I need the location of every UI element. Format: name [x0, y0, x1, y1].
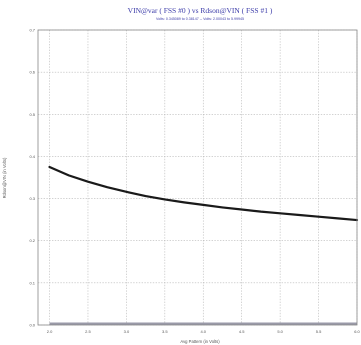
series-layer	[48, 165, 359, 325]
x-tick-label: 5.0	[277, 329, 283, 334]
y-tick-label: 0.5	[29, 112, 35, 117]
x-ticks: 2.0 2.5 3.0 3.5 4.0 4.5 5.0 5.5 6.0	[47, 329, 361, 334]
plot-frame	[37, 29, 358, 326]
chart-subtitle: Volts: 0.345089 to 0.38147 -- Volts: 2.0…	[156, 17, 244, 21]
y-tick-label: 0.6	[29, 70, 35, 75]
x-tick-label: 3.5	[162, 329, 168, 334]
chart-title: VIN@var ( FSS #0 ) vs Rdson@VIN ( FSS #1…	[128, 6, 273, 15]
x-tick-label: 4.5	[239, 329, 245, 334]
x-tick-label: 2.5	[85, 329, 91, 334]
y-tick-label: 0.1	[29, 280, 35, 285]
y-tick-label: 0.7	[29, 28, 35, 33]
x-tick-label: 5.5	[316, 329, 322, 334]
y-tick-label: 0.2	[29, 238, 35, 243]
baseline-marker-band	[49, 322, 357, 325]
y-tick-label: 0.3	[29, 196, 35, 201]
y-tick-label: 0.4	[29, 154, 35, 159]
y-tick-label: 0.0	[29, 323, 35, 328]
series-line	[48, 165, 359, 222]
x-tick-label: 4.0	[200, 329, 206, 334]
x-tick-label: 2.0	[47, 329, 53, 334]
y-ticks: 0.0 0.1 0.2 0.3 0.4 0.5 0.6 0.7	[29, 28, 35, 328]
x-tick-label: 3.0	[124, 329, 130, 334]
x-axis-label: Avg Pattern (in Volts)	[180, 339, 220, 344]
grid	[38, 29, 358, 326]
y-axis-label: Rdson@VIN (in Volts)	[2, 157, 7, 198]
x-tick-label: 6.0	[354, 329, 360, 334]
